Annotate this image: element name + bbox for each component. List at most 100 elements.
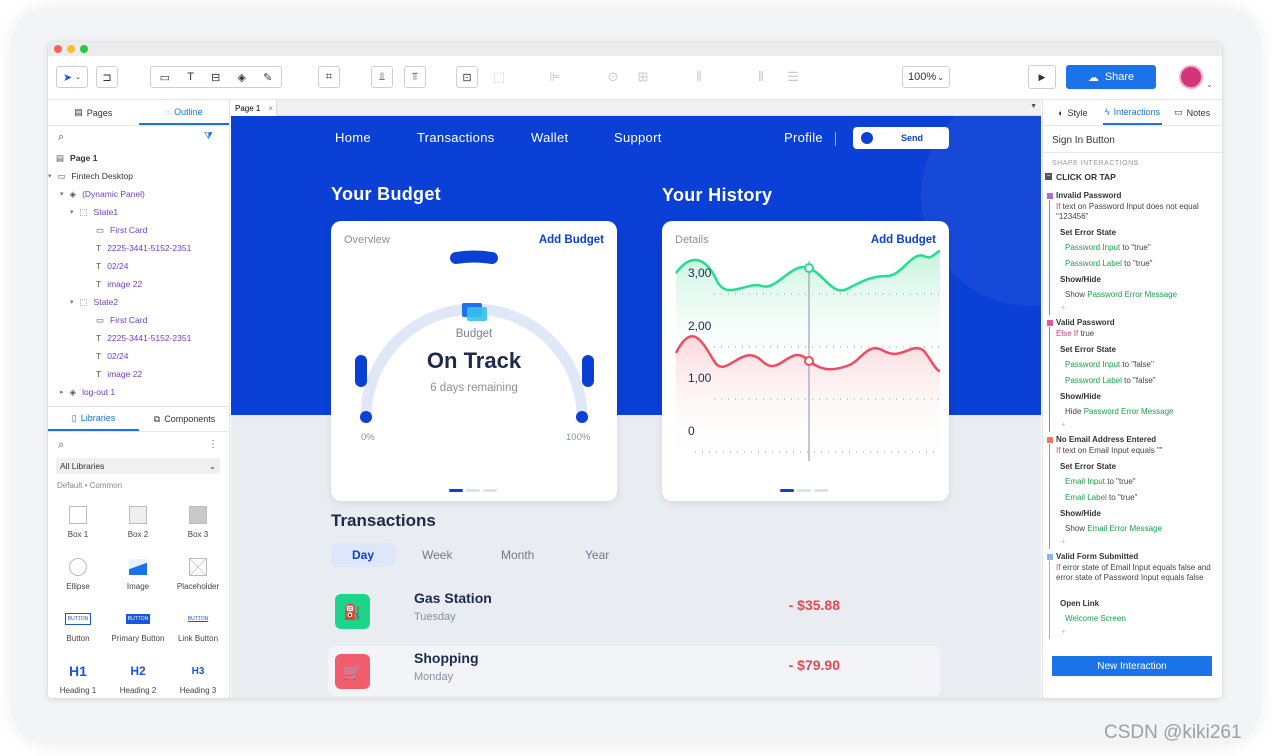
flip-icon[interactable]: ⊞ [637, 69, 649, 84]
pager-dot[interactable] [797, 489, 811, 492]
case-name[interactable]: Invalid Password [1056, 191, 1122, 200]
period-day[interactable]: Day [352, 548, 375, 562]
action-detail[interactable]: Password Input to "false" [1065, 360, 1154, 369]
case-condition[interactable]: If text on Email Input equals "" [1056, 446, 1212, 456]
row-icon[interactable]: ☰ [787, 69, 799, 84]
ungroup-icon[interactable]: ⬚ [492, 69, 506, 84]
library-group-label[interactable]: Default • Common [57, 481, 123, 490]
case-name[interactable]: Valid Form Submitted [1056, 552, 1139, 561]
action-title[interactable]: Set Error State [1060, 345, 1117, 354]
spacing-icon[interactable]: ⫴ [696, 69, 702, 84]
pager-dot-active[interactable] [449, 489, 463, 492]
case-condition[interactable]: If text on Password Input does not equal… [1056, 202, 1212, 222]
outline-item[interactable]: ▭ First Card [96, 312, 147, 328]
budget-pager[interactable] [449, 489, 497, 492]
add-budget-link[interactable]: Add Budget [870, 234, 936, 246]
library-select[interactable]: All Libraries ⌄ [56, 458, 220, 474]
tab-style[interactable]: ◐ Style [1043, 100, 1103, 125]
widget-image[interactable]: Image [108, 556, 168, 591]
period-year[interactable]: Year [585, 548, 610, 562]
chevron-down-icon[interactable]: ⌄ [1206, 80, 1213, 89]
outline-item[interactable]: T 02/24 [96, 258, 128, 274]
outline-item[interactable]: T 2225-3441-5152-2351 [96, 330, 191, 346]
collapse-icon[interactable]: − [1045, 173, 1052, 180]
outline-item[interactable]: ▭ First Card [96, 222, 147, 238]
chevron-down-icon[interactable]: ▼ [1030, 103, 1037, 110]
action-title[interactable]: Show/Hide [1060, 509, 1101, 518]
search-icon[interactable]: ⌕ [58, 131, 65, 143]
outline-item[interactable]: T 2225-3441-5152-2351 [96, 240, 191, 256]
action-title[interactable]: Set Error State [1060, 462, 1117, 471]
pager-dot[interactable] [483, 489, 497, 492]
nav-wallet[interactable]: Wallet [531, 130, 569, 145]
widget-ellipse[interactable]: Ellipse [48, 556, 108, 591]
layers-icon[interactable]: ◈ [237, 71, 246, 84]
share-button[interactable]: ☁ Share [1066, 65, 1156, 89]
widget-heading-2[interactable]: H2 Heading 2 [108, 660, 168, 695]
nav-transactions[interactable]: Transactions [417, 130, 495, 145]
pen-icon[interactable]: ✎ [263, 71, 273, 84]
case-condition[interactable]: If error state of Email Input equals fal… [1056, 563, 1212, 583]
tab-pages[interactable]: ▤ Pages [48, 100, 139, 125]
expand-arrow-icon[interactable]: ▾ [70, 209, 74, 216]
tab-outline[interactable]: ◌ Outline [138, 100, 229, 125]
filter-icon[interactable]: ⧩ [204, 131, 213, 142]
action-detail[interactable]: Email Label to "true" [1065, 493, 1137, 502]
tab-notes[interactable]: ▭ Notes [1162, 100, 1222, 125]
close-icon[interactable]: × [268, 103, 274, 113]
nav-support[interactable]: Support [614, 130, 662, 145]
outline-item[interactable]: ▾ ▭ Fintech Desktop [48, 168, 133, 184]
action-title[interactable]: Show/Hide [1060, 275, 1101, 284]
outline-item[interactable]: ▤ Page 1 [56, 150, 97, 166]
action-title[interactable]: Set Error State [1060, 228, 1117, 237]
nav-profile[interactable]: Profile [784, 130, 823, 145]
case-condition[interactable]: Else If true [1056, 329, 1212, 339]
widget-primary-button[interactable]: BUTTON Primary Button [108, 608, 168, 643]
page-tab[interactable]: Page 1 × [231, 100, 277, 116]
period-month[interactable]: Month [501, 548, 535, 562]
more-options-icon[interactable]: ⋮ [208, 439, 218, 450]
add-action-icon[interactable]: + [1061, 627, 1066, 636]
action-detail[interactable]: Welcome Screen [1065, 614, 1126, 623]
text-icon[interactable]: T [187, 71, 194, 83]
case-name[interactable]: No Email Address Entered [1056, 435, 1157, 444]
history-pager[interactable] [780, 489, 828, 492]
tab-interactions[interactable]: ϟ Interactions [1102, 100, 1163, 125]
align-left-icon[interactable]: ⊫ [549, 69, 561, 84]
widget-box[interactable]: Box 3 [168, 504, 228, 539]
widget-box[interactable]: Box 1 [48, 504, 108, 539]
outline-item[interactable]: ▸ ◈ log-out 1 [60, 384, 115, 400]
rectangle-icon[interactable]: ▭ [159, 71, 170, 84]
close-window-button[interactable] [54, 45, 62, 53]
outline-item[interactable]: ▾ ◈ (Dynamic Panel) [60, 186, 145, 202]
select-tool-button[interactable]: ➤ ⌄ [56, 66, 88, 88]
rotate-icon[interactable]: ⊙ [607, 69, 619, 84]
transaction-row[interactable]: 🛒 Shopping Monday - $79.90 [328, 646, 940, 696]
avatar[interactable] [1179, 65, 1203, 89]
pager-dot[interactable] [466, 489, 480, 492]
group-button[interactable]: ⊡ [456, 66, 478, 88]
action-detail[interactable]: Password Label to "false" [1065, 376, 1156, 385]
add-budget-link[interactable]: Add Budget [538, 234, 604, 246]
minimize-window-button[interactable] [67, 45, 75, 53]
tab-libraries[interactable]: ▯ Libraries [48, 407, 139, 431]
pager-dot-active[interactable] [780, 489, 794, 492]
widget-heading-1[interactable]: H1 Heading 1 [48, 660, 108, 695]
action-detail[interactable]: Password Input to "true" [1065, 243, 1151, 252]
add-action-icon[interactable]: + [1061, 303, 1066, 312]
action-detail[interactable]: Show Email Error Message [1065, 524, 1162, 533]
action-detail[interactable]: Email Input to "true" [1065, 477, 1136, 486]
expand-arrow-icon[interactable]: ▾ [70, 299, 74, 306]
nav-home[interactable]: Home [335, 130, 371, 145]
transaction-row[interactable]: ⛽ Gas Station Tuesday - $35.88 [328, 586, 940, 636]
period-week[interactable]: Week [422, 548, 453, 562]
widget-button[interactable]: BUTTON Button [48, 608, 108, 643]
action-detail[interactable]: Password Label to "true" [1065, 259, 1153, 268]
maximize-window-button[interactable] [80, 45, 88, 53]
expand-arrow-icon[interactable]: ▸ [60, 389, 64, 396]
search-icon[interactable]: ⌕ [58, 439, 65, 451]
add-action-icon[interactable]: + [1061, 537, 1066, 546]
zoom-select[interactable]: 100% ⌄ [902, 66, 950, 88]
